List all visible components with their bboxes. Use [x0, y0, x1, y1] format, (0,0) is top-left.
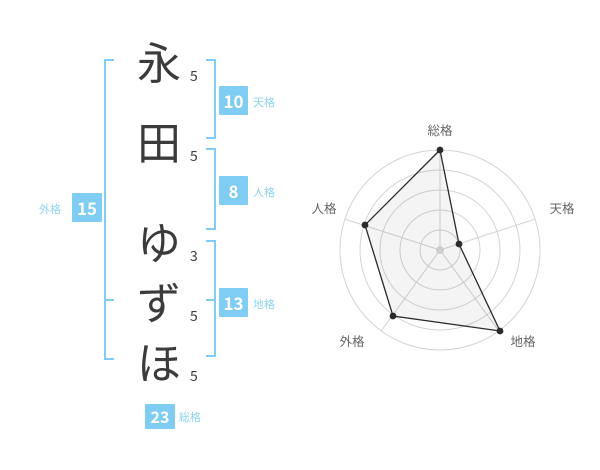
svg-text:外格: 外格: [339, 331, 365, 350]
svg-text:地格: 地格: [510, 331, 536, 350]
svg-text:天格: 天格: [549, 198, 575, 217]
svg-text:総格: 総格: [427, 120, 453, 139]
svg-text:人格: 人格: [311, 198, 337, 217]
